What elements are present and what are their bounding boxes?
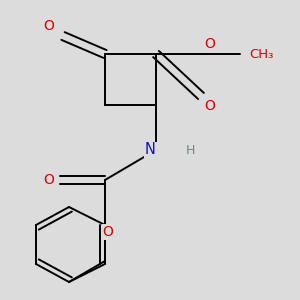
Text: O: O <box>204 99 215 113</box>
Text: H: H <box>186 143 195 157</box>
Text: O: O <box>43 19 54 33</box>
Text: O: O <box>204 37 215 51</box>
Text: N: N <box>145 142 156 158</box>
Text: O: O <box>43 173 54 187</box>
Text: CH₃: CH₃ <box>249 47 273 61</box>
Text: O: O <box>103 225 113 239</box>
